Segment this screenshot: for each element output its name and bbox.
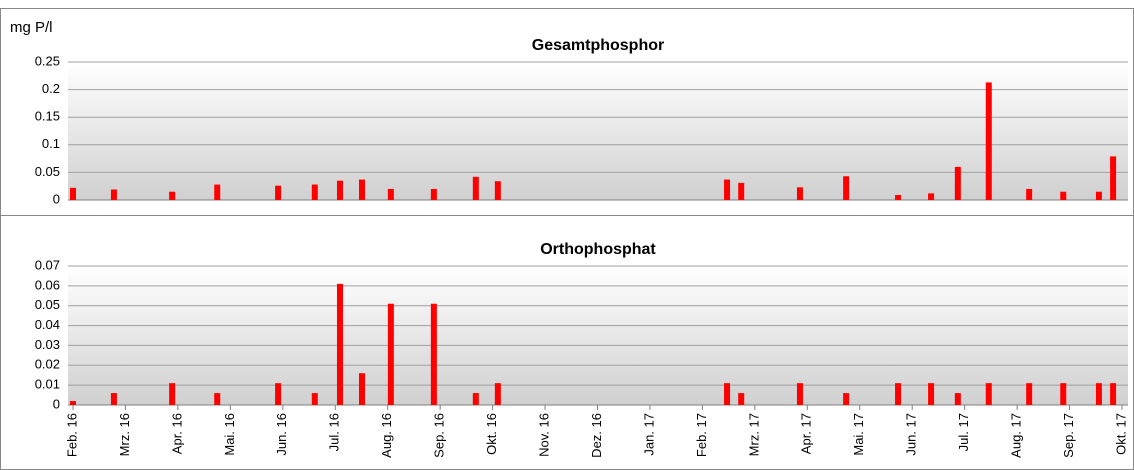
bar xyxy=(472,393,479,405)
plot-background xyxy=(68,62,1128,200)
bar xyxy=(70,401,76,405)
bar xyxy=(724,383,731,405)
x-tick-label: Jun. 16 xyxy=(274,413,289,456)
bar xyxy=(387,303,394,405)
x-tick-label: Dez. 16 xyxy=(589,413,604,458)
bar xyxy=(895,195,902,200)
bar xyxy=(311,393,318,405)
bar xyxy=(169,383,176,405)
x-tick-label: Aug. 16 xyxy=(379,413,394,458)
x-tick-label: Sep. 17 xyxy=(1061,413,1076,458)
bar xyxy=(985,82,992,200)
bar xyxy=(358,179,365,200)
y-tick-label: 0.01 xyxy=(35,377,60,392)
x-tick-label: Mai. 17 xyxy=(851,413,866,456)
y-tick-label: 0.2 xyxy=(42,81,60,96)
bar xyxy=(169,191,176,200)
x-tick-label: Feb. 17 xyxy=(694,413,709,457)
bar xyxy=(275,185,282,200)
y-tick-label: 0.15 xyxy=(35,109,60,124)
y-tick-label: 0.1 xyxy=(42,136,60,151)
bar xyxy=(928,193,935,200)
y-tick-label: 0.04 xyxy=(35,317,60,332)
bar xyxy=(1095,383,1102,405)
bar xyxy=(336,283,343,405)
bar xyxy=(724,179,731,200)
y-tick-label: 0 xyxy=(53,396,60,411)
x-tick-label: Mrz. 17 xyxy=(746,413,761,456)
bar xyxy=(387,188,394,200)
y-tick-label: 0.05 xyxy=(35,164,60,179)
x-tick-label: Apr. 16 xyxy=(169,413,184,454)
bar xyxy=(430,188,437,200)
bar xyxy=(214,184,221,200)
bar xyxy=(843,176,850,200)
bar xyxy=(796,187,803,200)
bar xyxy=(1095,191,1102,200)
bar xyxy=(311,184,318,200)
bar xyxy=(895,383,902,405)
bar xyxy=(738,182,745,200)
bar xyxy=(954,393,961,405)
x-tick-label: Sep. 16 xyxy=(432,413,447,458)
x-tick-label: Jul. 17 xyxy=(956,413,971,451)
x-tick-label: Mai. 16 xyxy=(222,413,237,456)
bar xyxy=(110,189,117,200)
bar xyxy=(494,383,501,405)
bar xyxy=(494,181,501,200)
x-tick-label: Jun. 17 xyxy=(904,413,919,456)
y-tick-label: 0.02 xyxy=(35,357,60,372)
x-tick-label: Jul. 16 xyxy=(327,413,342,451)
bar xyxy=(738,393,745,405)
y-tick-label: 0.07 xyxy=(35,257,60,272)
y-tick-label: 0.25 xyxy=(35,53,60,68)
y-tick-label: 0.06 xyxy=(35,277,60,292)
bar xyxy=(70,187,76,200)
y-tick-label: 0 xyxy=(53,191,60,206)
x-tick-label: Okt. 16 xyxy=(484,413,499,455)
bar xyxy=(928,383,935,405)
bar xyxy=(843,393,850,405)
x-tick-label: Feb. 16 xyxy=(64,413,79,457)
bar xyxy=(358,373,365,405)
bar xyxy=(430,303,437,405)
y-tick-label: 0.05 xyxy=(35,297,60,312)
bar xyxy=(110,393,117,405)
x-tick-label: Apr. 17 xyxy=(799,413,814,454)
y-tick-label: 0.03 xyxy=(35,337,60,352)
bar xyxy=(1060,191,1067,200)
bar xyxy=(472,176,479,200)
y-axis-label: mg P/l xyxy=(10,19,53,36)
x-tick-label: Nov. 16 xyxy=(536,413,551,457)
plot-background xyxy=(68,266,1128,405)
x-tick-label: Jan. 17 xyxy=(641,413,656,456)
bar xyxy=(1026,383,1033,405)
bar xyxy=(954,166,961,200)
bar xyxy=(796,383,803,405)
bar xyxy=(1060,383,1067,405)
bar xyxy=(214,393,221,405)
chart-title: Orthophosphat xyxy=(540,241,656,258)
chart-title: Gesamtphosphor xyxy=(532,37,664,54)
x-tick-label: Mrz. 16 xyxy=(117,413,132,456)
bar xyxy=(985,383,992,405)
bar xyxy=(1110,156,1117,200)
x-tick-label: Okt. 17 xyxy=(1113,413,1128,455)
bar xyxy=(336,180,343,200)
x-tick-label: Aug. 17 xyxy=(1009,413,1024,458)
bar xyxy=(1110,383,1117,405)
bar xyxy=(275,383,282,405)
bar xyxy=(1026,188,1033,200)
